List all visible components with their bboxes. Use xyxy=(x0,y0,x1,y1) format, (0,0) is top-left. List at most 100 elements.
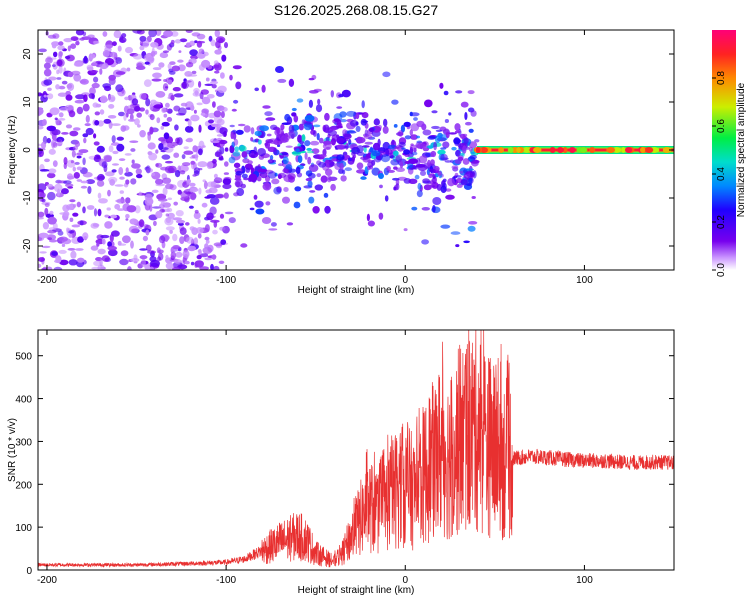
spectrogram-cell xyxy=(97,61,105,65)
spectrogram-cell xyxy=(297,134,302,143)
spectrogram-cell xyxy=(221,54,227,62)
spectrogram-cell xyxy=(307,180,313,188)
spectrogram-cell xyxy=(73,62,83,67)
spectrogram-cell xyxy=(206,161,214,170)
spectrogram-cell xyxy=(69,199,76,203)
spectrogram-cell xyxy=(404,135,412,140)
spectrogram-cell xyxy=(123,113,127,121)
spectrogram-cell xyxy=(160,201,166,206)
spectrogram-cell xyxy=(38,263,42,268)
spectrogram-cell xyxy=(170,39,175,45)
spectrogram-cell xyxy=(416,143,427,149)
spectrogram-cell xyxy=(316,173,322,178)
spectrogram-cell xyxy=(46,183,54,188)
spectrogram-cell xyxy=(167,79,173,85)
spectrogram-cell xyxy=(455,175,462,178)
spectrogram-cell xyxy=(342,169,346,175)
spectrogram-cell xyxy=(132,53,143,60)
spectrogram-cell xyxy=(336,106,343,109)
spectrogram-cell xyxy=(197,161,208,168)
spectrogram-cell xyxy=(430,159,435,166)
spectrogram-cell xyxy=(264,142,269,146)
spec-xtick-label: 100 xyxy=(576,275,593,286)
spectrogram-cell xyxy=(145,165,151,174)
spectrogram-cell xyxy=(165,254,169,261)
spectrogram-cell xyxy=(204,243,209,250)
spectrogram-cell xyxy=(175,251,183,258)
spectrogram-cell xyxy=(471,196,476,199)
spectrogram-cell xyxy=(75,248,84,251)
spectrogram-cell xyxy=(163,132,170,140)
spectrogram-cell xyxy=(214,49,222,55)
spectrogram-cell xyxy=(147,142,156,150)
spectrogram-cell xyxy=(170,251,177,259)
spectrogram-cell xyxy=(189,40,196,46)
spectrogram-cell xyxy=(65,183,74,188)
spectrogram-cell xyxy=(213,60,219,66)
spectrogram-cell xyxy=(155,162,163,168)
spectrogram-cell xyxy=(96,180,105,187)
spectrogram-cell xyxy=(448,112,452,116)
spectrogram-cell xyxy=(158,235,166,244)
spectrogram-cell xyxy=(468,128,474,133)
spectrogram-cell xyxy=(331,134,340,142)
spectrogram-cell xyxy=(250,127,255,135)
spectrogram-cell xyxy=(355,125,361,132)
spectrogram-cell xyxy=(101,161,108,169)
spectrogram-cell xyxy=(201,59,211,68)
spectrogram-cell xyxy=(207,244,214,253)
spectrogram-cell xyxy=(216,134,224,137)
spectrogram-cell xyxy=(470,110,477,117)
spectrogram-cell xyxy=(232,65,242,70)
spectrogram-cell xyxy=(82,206,86,214)
spectrogram-cell xyxy=(217,85,227,94)
spectrogram-cell xyxy=(45,57,53,64)
spec-ytick-label: 20 xyxy=(22,48,33,60)
spectrogram-cell xyxy=(432,174,436,179)
spectrogram-cell xyxy=(209,197,220,205)
spectrogram-cell xyxy=(440,153,448,161)
spectrogram-cell xyxy=(295,166,301,174)
spectrogram-cell xyxy=(384,195,389,202)
snr-x-label: Height of straight line (km) xyxy=(298,585,415,596)
spectrogram-cell xyxy=(118,243,127,246)
spectrogram-cell xyxy=(66,159,76,168)
spectrogram-cell xyxy=(104,44,114,49)
spectrogram-cell xyxy=(136,174,143,179)
spectrogram-cell xyxy=(142,235,148,242)
spectrogram-cell xyxy=(76,155,82,159)
spectrogram-cell xyxy=(307,156,312,165)
spectrogram-cell xyxy=(213,265,220,270)
spectrogram-cell xyxy=(421,239,429,245)
spectrogram-cell xyxy=(223,172,229,175)
spectrogram-cell xyxy=(254,200,264,208)
spectrogram-cell xyxy=(43,62,51,69)
spectrogram-cell xyxy=(68,248,75,251)
spectrogram-cell xyxy=(67,45,71,52)
spectrogram-cell xyxy=(174,170,181,178)
spectrogram-cell xyxy=(185,236,194,244)
spectrogram-cell xyxy=(269,155,274,161)
spectrogram-cell xyxy=(143,79,152,87)
spectrogram-cell xyxy=(104,221,113,229)
spectrogram-cell xyxy=(395,183,400,191)
spectrogram-cell xyxy=(204,257,213,261)
spectrogram-cell xyxy=(286,222,294,226)
spectrogram-cell xyxy=(161,107,167,113)
spectrogram-cell xyxy=(139,45,145,51)
spectrogram-marks xyxy=(38,30,674,270)
spectrogram-cell xyxy=(271,178,280,185)
spectrogram-cell xyxy=(233,138,239,146)
spectrogram-cell xyxy=(195,152,199,162)
spectrogram-cell xyxy=(224,161,229,167)
spectrogram-cell xyxy=(108,145,114,153)
spectrogram-cell xyxy=(114,203,121,210)
spectrogram-cell xyxy=(368,127,375,132)
spectrogram-cell xyxy=(293,201,301,209)
spectrogram-cell xyxy=(122,235,131,244)
spectrogram-cell xyxy=(463,137,469,145)
snr-x-ticks: -200 -100 0 100 xyxy=(37,330,593,586)
spectrogram-cell xyxy=(111,230,120,237)
snr-y-ticks: 0 100 200 300 400 500 xyxy=(15,352,674,577)
spectrogram-cell xyxy=(76,179,83,182)
